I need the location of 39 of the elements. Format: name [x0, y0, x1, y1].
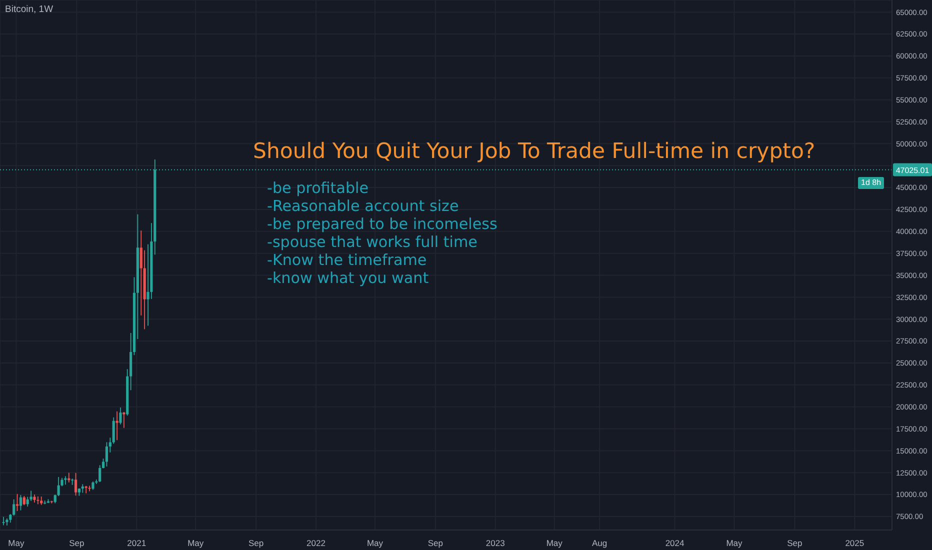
annotation: -spouse that works full time: [267, 233, 478, 251]
candlestick: [16, 493, 19, 512]
x-tick-label: Aug: [592, 538, 608, 548]
x-tick-label: May: [366, 538, 384, 548]
annotation: -know what you want: [267, 269, 429, 287]
x-tick-label: 2021: [127, 538, 146, 548]
candlestick: [64, 476, 67, 486]
candlestick: [74, 472, 78, 496]
ref-line-label: 47025.01: [896, 166, 930, 175]
chart-title: Bitcoin, 1W: [5, 4, 54, 15]
annotation: -be prepared to be incomeless: [267, 215, 498, 233]
x-tick-label: May: [546, 538, 564, 548]
annotation: 1d 8h: [858, 176, 884, 189]
annotation: -Reasonable account size: [267, 197, 459, 215]
x-tick-label: 2024: [665, 538, 684, 548]
x-tick-label: 2022: [306, 538, 326, 548]
x-tick-label: 2023: [486, 538, 506, 548]
x-tick-label: May: [726, 538, 744, 548]
candlestick: [116, 410, 118, 441]
x-tick-label: 2025: [845, 538, 864, 548]
annotation: -be profitable: [267, 179, 369, 197]
x-tick-label: Sep: [428, 538, 444, 548]
candlestick: [112, 416, 115, 444]
candlestick: [98, 464, 102, 483]
x-tick-label: Sep: [69, 538, 84, 548]
candlestick: [22, 496, 26, 506]
text: Should You Quit Your Job To Trade Full-time in crypto?: [253, 138, 816, 164]
x-tick-label: May: [188, 538, 204, 548]
candlestick: [19, 494, 22, 511]
candlestick: [2, 516, 5, 526]
candlestick: [71, 478, 74, 486]
x-tick-label: Sep: [787, 538, 803, 548]
candlestick: [105, 442, 108, 467]
x-tick-label: May: [8, 538, 25, 548]
candlestick: [81, 484, 84, 494]
candlestick: [119, 407, 122, 425]
x-tick-label: Sep: [248, 538, 264, 548]
annotation: -Know the timeframe: [267, 251, 427, 269]
candlestick: [122, 411, 126, 428]
